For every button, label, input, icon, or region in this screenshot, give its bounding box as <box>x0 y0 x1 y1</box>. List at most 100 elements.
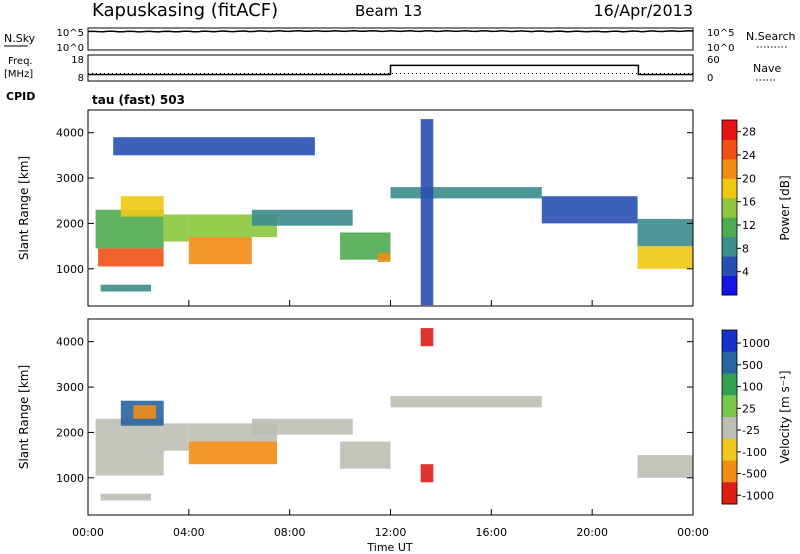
power-colorbar-swatch <box>722 236 737 257</box>
scatter-region-10 <box>113 137 315 156</box>
colorbar-tick-label: 25 <box>742 402 756 415</box>
y-tick-label: 2000 <box>56 217 84 230</box>
power-colorbar-swatch <box>722 158 737 179</box>
power-colorbar: 4 8 12 16 20 24 28 Power [dB] <box>721 119 792 296</box>
freq-tick-right-bottom: 0 <box>707 73 713 84</box>
freq-unit-label: [MHz] <box>4 69 33 80</box>
noise-tick-right-bottom: 10^0 <box>707 43 734 54</box>
power-colorbar-swatch <box>722 178 737 199</box>
power-panel: 1000 2000 3000 4000 Slant Range [km] <box>17 109 694 307</box>
colorbar-tick-label: 24 <box>742 149 756 162</box>
velocity-y-axis-label: Slant Range [km] <box>17 365 31 469</box>
x-tick-label: 16:00 <box>475 526 507 539</box>
station-title: Kapuskasing (fitACF) <box>92 0 278 21</box>
velocity-colorbar-swatch <box>722 330 737 353</box>
x-tick-label: 08:00 <box>274 526 306 539</box>
velocity-colorbar-swatch <box>722 395 737 418</box>
colorbar-tick-label: -25 <box>742 424 760 437</box>
scatter-region-5 <box>188 441 277 465</box>
velocity-colorbar: 1000 500 100 25 -25 -100 -500 -1000 Velocity [m… <box>721 329 792 505</box>
scatter-region-3 <box>133 405 157 419</box>
scatter-region-7 <box>251 418 353 435</box>
y-tick-label: 1000 <box>56 263 84 276</box>
colorbar-tick-label: 8 <box>742 242 749 255</box>
scatter-region-0 <box>95 418 164 476</box>
frequency-line <box>88 64 693 76</box>
nave-label: Nave <box>753 62 781 75</box>
velocity-panel: 1000 2000 3000 4000 Slant Range [km] <box>17 318 694 516</box>
colorbar-tick-label: 28 <box>742 126 756 139</box>
velocity-colorbar-swatch <box>722 417 737 440</box>
y-tick-label: 1000 <box>56 472 84 485</box>
cpid-label: CPID <box>6 90 35 103</box>
freq-tick-bottom: 8 <box>78 73 84 84</box>
colorbar-tick-label: -100 <box>742 446 767 459</box>
velocity-colorbar-swatch <box>722 351 737 374</box>
colorbar-tick-label: 1000 <box>742 337 770 350</box>
scatter-region-11 <box>420 328 434 347</box>
velocity-colorbar-swatch <box>722 460 737 483</box>
velocity-colorbar-swatch <box>722 373 737 396</box>
cpid-value: tau (fast) 503 <box>92 93 185 107</box>
power-colorbar-swatch <box>722 139 737 160</box>
time-x-axis: 00:00 04:00 08:00 12:00 16:00 20:00 00:00 <box>72 300 709 539</box>
noise-tick-top: 10^5 <box>57 28 84 39</box>
velocity-colorbar-swatch <box>722 482 737 505</box>
noise-panel: N.Sky 10^5 10^0 10^5 10^0 N.Search <box>4 27 796 54</box>
colorbar-tick-label: -1000 <box>742 489 774 502</box>
velocity-y-axis: 1000 2000 3000 4000 <box>56 336 693 485</box>
power-y-axis: 1000 2000 3000 4000 <box>56 127 693 276</box>
nsky-label: N.Sky <box>4 32 36 45</box>
y-tick-label: 3000 <box>56 172 84 185</box>
nsearch-label: N.Search <box>746 30 796 43</box>
beam-title: Beam 13 <box>355 2 422 20</box>
freq-label: Freq. <box>8 56 33 67</box>
date-title: 16/Apr/2013 <box>593 1 693 20</box>
scatter-region-1 <box>98 248 164 267</box>
x-tick-label: 20:00 <box>576 526 608 539</box>
colorbar-tick-label: 500 <box>742 359 763 372</box>
scatter-region-11 <box>390 187 542 199</box>
scatter-region-3 <box>120 196 164 217</box>
velocity-colorbar-swatch <box>722 438 737 461</box>
y-tick-label: 2000 <box>56 426 84 439</box>
freq-tick-right-top: 60 <box>707 55 720 66</box>
colorbar-tick-label: 20 <box>742 172 756 185</box>
scatter-region-12 <box>420 119 434 306</box>
scatter-region-0 <box>100 284 151 292</box>
x-tick-label: 00:00 <box>72 526 104 539</box>
noise-tick-bottom: 10^0 <box>57 43 84 54</box>
scatter-region-5 <box>188 237 252 265</box>
x-tick-label: 04:00 <box>173 526 205 539</box>
scatter-region-13 <box>541 196 638 224</box>
frequency-panel: Freq. [MHz] 18 8 60 0 Nave <box>4 54 781 84</box>
y-tick-label: 4000 <box>56 127 84 140</box>
power-colorbar-swatch <box>722 275 737 296</box>
scatter-region-4 <box>163 423 189 451</box>
colorbar-tick-label: 12 <box>742 219 756 232</box>
scatter-region-4 <box>163 214 189 242</box>
y-tick-label: 4000 <box>56 336 84 349</box>
scatter-region-7 <box>251 209 353 226</box>
colorbar-tick-label: 16 <box>742 196 756 209</box>
noise-tick-right-top: 10^5 <box>707 28 734 39</box>
colorbar-tick-label: 100 <box>742 381 763 394</box>
power-colorbar-label: Power [dB] <box>778 175 792 240</box>
power-colorbar-swatch <box>722 217 737 238</box>
scatter-region-1 <box>100 493 151 501</box>
colorbar-tick-label: 4 <box>742 266 749 279</box>
scatter-region-15 <box>637 218 693 247</box>
power-colorbar-swatch <box>722 197 737 218</box>
scatter-region-14 <box>637 246 693 269</box>
scatter-region-12 <box>637 455 693 478</box>
velocity-heatmap-cells <box>95 328 693 501</box>
x-axis-label: Time UT <box>366 541 412 554</box>
x-tick-label: 12:00 <box>375 526 407 539</box>
colorbar-tick-label: -500 <box>742 468 767 481</box>
velocity-colorbar-label: Velocity [m s⁻¹] <box>778 370 792 463</box>
power-y-axis-label: Slant Range [km] <box>17 156 31 260</box>
y-tick-label: 3000 <box>56 381 84 394</box>
x-tick-label: 00:00 <box>677 526 709 539</box>
scatter-region-9 <box>390 396 542 408</box>
